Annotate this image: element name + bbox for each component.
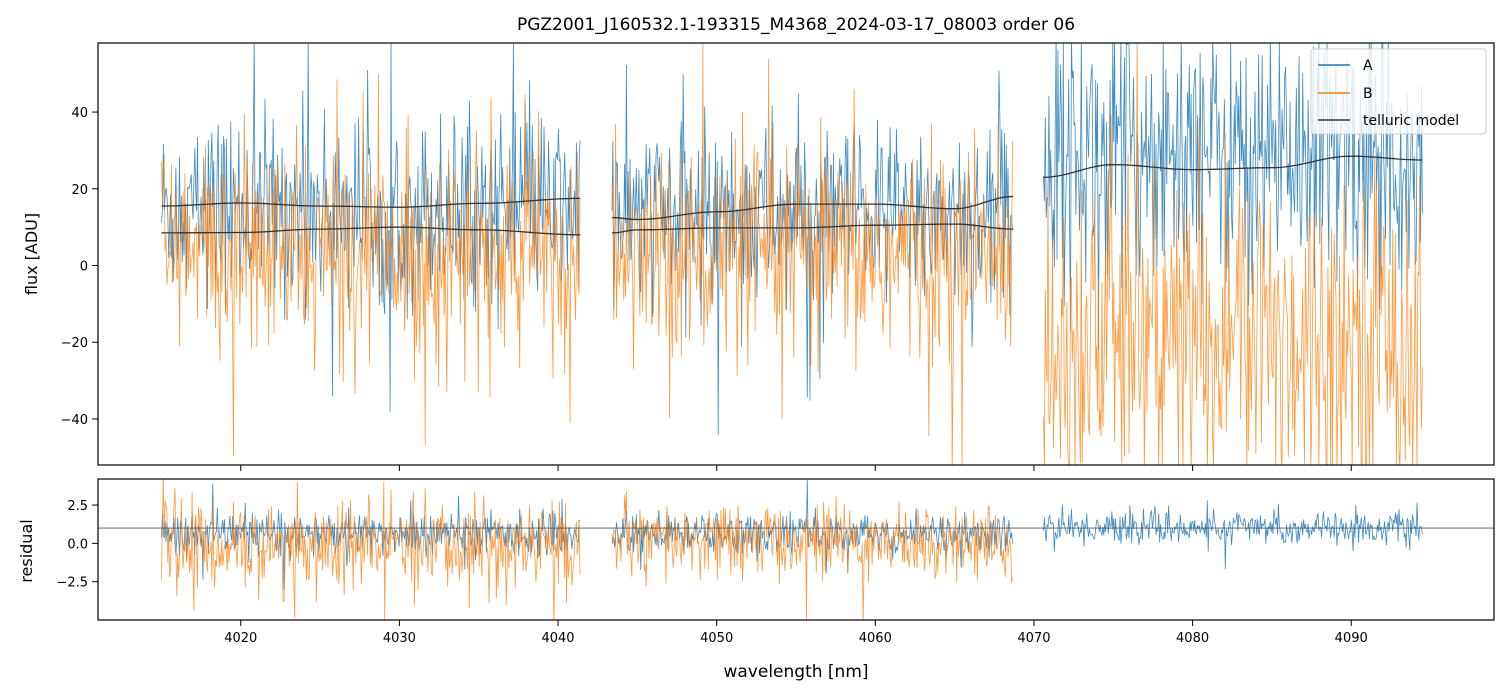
chart-title: PGZ2001_J160532.1-193315_M4368_2024-03-1… [517, 15, 1075, 35]
x-tick-label-3: 4050 [700, 631, 733, 646]
flux-y-tick-label-1: −20 [61, 336, 88, 351]
x-tick-label-4: 4060 [859, 631, 892, 646]
flux-y-tick-label-0: −40 [61, 413, 88, 428]
residual-panel: −2.50.02.5 4020 4030 4040 4050 4060 4070 4080 4… [17, 478, 1495, 682]
flux-series-layer [161, 43, 1423, 465]
telluric-model-a-segment-3 [1043, 155, 1423, 178]
legend-box [1310, 48, 1487, 135]
flux-x-ticks [240, 465, 1352, 471]
residual-a-segment-1 [161, 483, 581, 591]
x-tick-label-1: 4030 [383, 631, 416, 646]
x-tick-label-5: 4070 [1017, 631, 1050, 646]
flux-y-tick-label-4: 40 [71, 106, 88, 121]
flux-y-tick-label-3: 20 [71, 183, 88, 198]
residual-y-ticks: −2.5 0.0 2.5 [56, 499, 98, 591]
residual-b-segment-2 [611, 491, 1013, 620]
telluric-model-b-segment-1 [161, 226, 581, 236]
residual-plot-frame [97, 478, 1495, 621]
flux-y-tick-label-2: 0 [80, 260, 88, 275]
residual-y-tick-label-1: 0.0 [67, 537, 88, 552]
residual-x-ticks: 4020 4030 4040 4050 4060 4070 4080 4090 [224, 620, 1368, 646]
flux-plot-frame [97, 42, 1495, 466]
legend: A B telluric model [1310, 48, 1487, 135]
legend-label-a: A [1363, 58, 1373, 74]
series-b-segment-1 [161, 74, 581, 456]
residual-a-segment-3 [1043, 500, 1423, 570]
x-tick-label-2: 4040 [541, 631, 574, 646]
legend-label-telluric: telluric model [1363, 113, 1459, 129]
flux-panel: −40 −20 0 20 40 flux [ADU] A B telluric mode… [22, 42, 1495, 471]
x-axis-label: wavelength [nm] [723, 662, 868, 682]
residual-y-tick-label-0: −2.5 [56, 576, 88, 591]
x-tick-label-7: 4090 [1335, 631, 1368, 646]
telluric-model-a-segment-2 [611, 195, 1014, 221]
flux-y-axis-label: flux [ADU] [22, 213, 41, 295]
residual-b-segment-1 [161, 479, 581, 620]
series-a-segment-3 [1043, 43, 1423, 351]
series-b-segment-3 [1043, 43, 1423, 465]
telluric-model-b-segment-2 [611, 223, 1014, 234]
telluric-model-a-segment-1 [161, 197, 581, 208]
flux-y-ticks: −40 −20 0 20 40 [61, 106, 98, 428]
series-b-segment-2 [611, 43, 1013, 465]
x-tick-label-6: 4080 [1176, 631, 1209, 646]
x-tick-label-0: 4020 [224, 631, 257, 646]
residual-series-layer [98, 479, 1494, 620]
legend-label-b: B [1363, 86, 1373, 102]
residual-y-tick-label-2: 2.5 [67, 499, 88, 514]
residual-y-axis-label: residual [17, 519, 36, 582]
